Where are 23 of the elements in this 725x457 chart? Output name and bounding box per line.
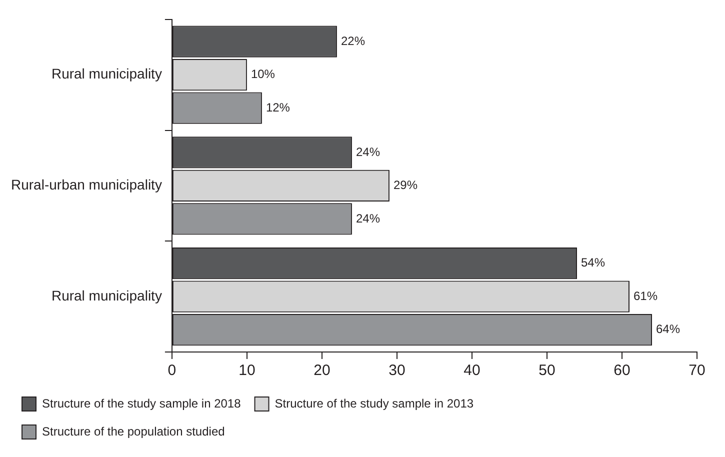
- x-tick-label: 50: [538, 362, 556, 380]
- x-tick-label: 40: [464, 362, 480, 380]
- y-tick-label: Rural municipality: [51, 287, 162, 304]
- data-label: 22%: [340, 34, 366, 48]
- legend-label: Structure of the population studied: [42, 424, 225, 438]
- x-tick-label: 60: [614, 362, 630, 380]
- data-label: 12%: [266, 100, 290, 114]
- data-label: 24%: [356, 144, 380, 159]
- y-tick-label: Rural municipality: [51, 66, 162, 82]
- data-label: 10%: [250, 67, 276, 82]
- data-label: 54%: [580, 256, 606, 270]
- x-tick-label: 10: [238, 362, 256, 380]
- x-tick-label: 0: [168, 362, 176, 380]
- x-tick-label: 70: [688, 362, 706, 380]
- legend-label: Structure of the study sample in 2018: [42, 396, 242, 410]
- data-label: 64%: [656, 322, 680, 336]
- x-tick-label: 20: [314, 362, 330, 380]
- legend-label: Structure of the study sample in 2013: [274, 396, 474, 410]
- data-label: 29%: [393, 178, 418, 192]
- data-label: 24%: [356, 211, 380, 226]
- data-label: 61%: [633, 288, 658, 303]
- x-tick-label: 30: [388, 362, 406, 380]
- y-tick-label: Rural-urban municipality: [11, 176, 162, 193]
